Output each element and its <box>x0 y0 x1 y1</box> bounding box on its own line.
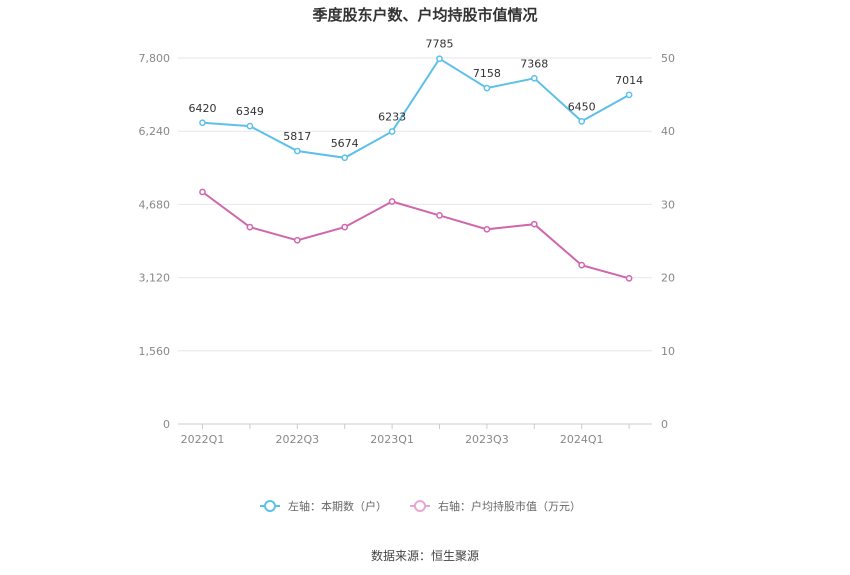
data-point <box>341 154 349 162</box>
data-point <box>436 212 443 219</box>
legend[interactable]: 左轴：本期数（户） 右轴：户均持股市值（万元） <box>260 499 581 513</box>
x-tick-label: 2023Q1 <box>370 433 414 446</box>
legend-marker <box>264 500 276 512</box>
x-tick-label: 2022Q1 <box>181 433 225 446</box>
data-point <box>578 261 586 269</box>
right-axis: 0 10 20 30 40 50 <box>661 52 675 431</box>
right-tick-label: 30 <box>661 198 675 211</box>
series-2 <box>199 188 633 282</box>
data-label: 7785 <box>426 38 454 51</box>
data-label: 5674 <box>331 137 359 150</box>
legend-item-1[interactable]: 左轴：本期数（户） <box>260 499 387 513</box>
x-axis: 2022Q1 2022Q3 2023Q1 2023Q3 2024Q1 <box>181 424 630 446</box>
data-point <box>578 117 586 125</box>
left-tick-label: 6,240 <box>139 125 171 138</box>
series-layer: 6420 6349 5817 5674 6233 7785 7158 7368 6450 7014 <box>189 38 643 282</box>
data-label: 5817 <box>283 130 311 143</box>
x-tick-label: 2023Q3 <box>465 433 509 446</box>
left-tick-label: 1,560 <box>139 345 171 358</box>
data-point <box>199 188 206 196</box>
series-line <box>201 191 630 280</box>
left-axis: 0 1,560 3,120 4,680 6,240 7,800 <box>139 52 171 431</box>
legend-item-2[interactable]: 右轴：户均持股市值（万元） <box>410 499 581 513</box>
data-point <box>341 223 349 231</box>
data-point <box>388 128 396 135</box>
data-point <box>483 225 491 233</box>
legend-label: 左轴：本期数（户） <box>288 499 387 513</box>
series-1: 6420 6349 5817 5674 6233 7785 7158 7368 6450 7014 <box>189 38 643 162</box>
left-tick-label: 3,120 <box>139 272 171 285</box>
data-label: 6349 <box>236 105 264 118</box>
data-label: 6450 <box>568 100 596 113</box>
data-point <box>625 274 633 282</box>
data-point <box>483 84 491 92</box>
x-tick-label: 2024Q1 <box>560 433 604 446</box>
data-point <box>293 147 301 155</box>
data-point <box>625 91 633 99</box>
data-point <box>530 220 538 228</box>
right-tick-label: 0 <box>661 418 668 431</box>
left-tick-label: 7,800 <box>139 52 171 65</box>
data-point <box>246 122 254 130</box>
data-label: 7368 <box>520 57 548 70</box>
data-label: 7158 <box>473 67 501 80</box>
legend-marker <box>414 500 426 512</box>
data-point <box>199 119 206 127</box>
data-point <box>246 223 254 231</box>
right-tick-label: 40 <box>661 125 675 138</box>
right-tick-label: 50 <box>661 52 675 65</box>
series-line <box>202 57 630 159</box>
data-point <box>530 74 538 82</box>
chart-title: 季度股东户数、户均持股市值情况 <box>312 6 537 24</box>
legend-label: 右轴：户均持股市值（万元） <box>438 499 581 513</box>
data-point <box>293 236 301 244</box>
left-tick-label: 0 <box>163 418 170 431</box>
data-point <box>388 198 396 205</box>
data-point <box>436 55 443 63</box>
source-note: 数据来源：恒生聚源 <box>371 548 479 563</box>
data-label: 7014 <box>615 74 643 87</box>
grid <box>178 57 652 425</box>
data-label: 6233 <box>378 111 406 124</box>
data-label: 6420 <box>189 102 217 115</box>
right-tick-label: 20 <box>661 272 675 285</box>
x-tick-label: 2022Q3 <box>275 433 319 446</box>
left-tick-label: 4,680 <box>139 198 171 211</box>
right-tick-label: 10 <box>661 345 675 358</box>
